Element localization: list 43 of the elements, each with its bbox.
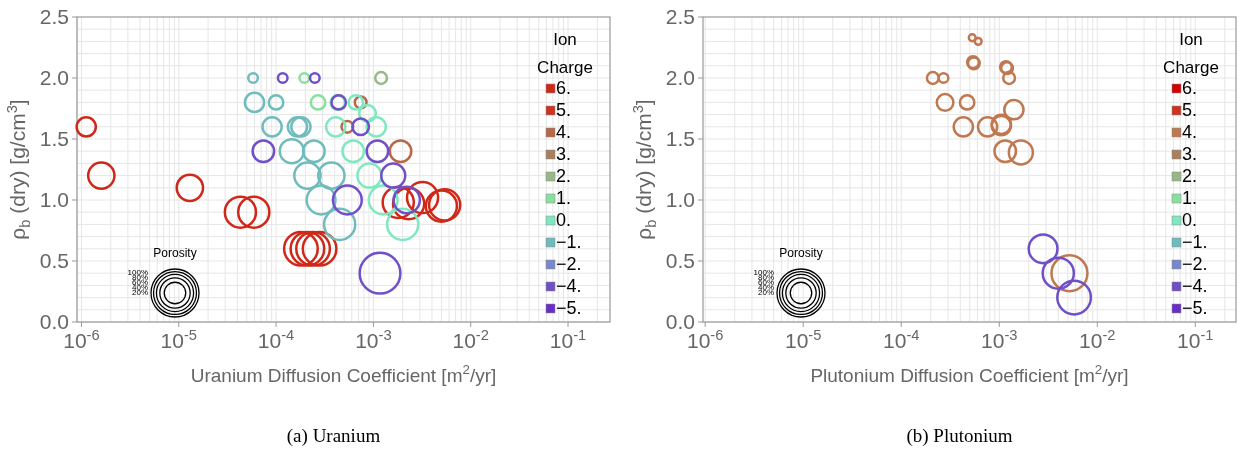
legend-label: 0. (556, 210, 572, 230)
legend-label: −5. (556, 298, 582, 318)
legend-label: 4. (1182, 122, 1198, 142)
legend-title: Ion Charge (1163, 30, 1219, 77)
y-axis-title: ρb (dry) [g/cm3] (3, 99, 34, 240)
y-tick-label: 0.5 (665, 249, 695, 272)
y-tick-label: 1.0 (665, 188, 695, 211)
text: (b) Plutonium (906, 425, 1013, 447)
y-tick-label: 2.5 (39, 5, 69, 28)
legend-label: 4. (556, 122, 572, 142)
legend-label: −4. (1182, 276, 1208, 296)
legend-title: Ion Charge (537, 30, 593, 77)
legend-label: 3. (1182, 144, 1198, 164)
x-axis-title: Plutonium Diffusion Coefficient [m$^{2}$/yr] (810, 362, 1129, 386)
y-tick-label: 0.0 (39, 310, 69, 333)
legend-label: −1. (556, 232, 582, 252)
annotation: Porosity (153, 246, 197, 260)
y-tick-label: 2.0 (39, 66, 69, 89)
legend-label: 1. (556, 188, 572, 208)
y-axis-title: ρb (dry) [g/cm3] (629, 99, 660, 240)
legend-label: −2. (556, 254, 582, 274)
legend-label: 2. (1182, 166, 1198, 186)
text: (a) Uranium (286, 425, 381, 447)
legend-label: −4. (556, 276, 582, 296)
y-tick-label: 1.0 (39, 188, 69, 211)
annotation: Porosity (779, 246, 823, 260)
legend-label: 6. (556, 78, 572, 98)
legend-label: 0. (1182, 210, 1198, 230)
x-axis-title: Uranium Diffusion Coefficient [m$^{2}$/yr] (190, 362, 497, 386)
legend-label: 2. (556, 166, 572, 186)
legend-label: 5. (556, 100, 572, 120)
legend-label: 6. (1182, 78, 1198, 98)
legend-label: 5. (1182, 100, 1198, 120)
legend-label: −1. (1182, 232, 1208, 252)
y-tick-label: 2.0 (665, 66, 695, 89)
legend-label: 3. (556, 144, 572, 164)
y-tick-label: 1.5 (665, 127, 695, 150)
legend-label: 1. (1182, 188, 1198, 208)
legend-label: −5. (1182, 298, 1208, 318)
y-tick-label: 0.5 (39, 249, 69, 272)
legend-label: −2. (1182, 254, 1208, 274)
y-tick-label: 1.5 (39, 127, 69, 150)
y-tick-label: 2.5 (665, 5, 695, 28)
